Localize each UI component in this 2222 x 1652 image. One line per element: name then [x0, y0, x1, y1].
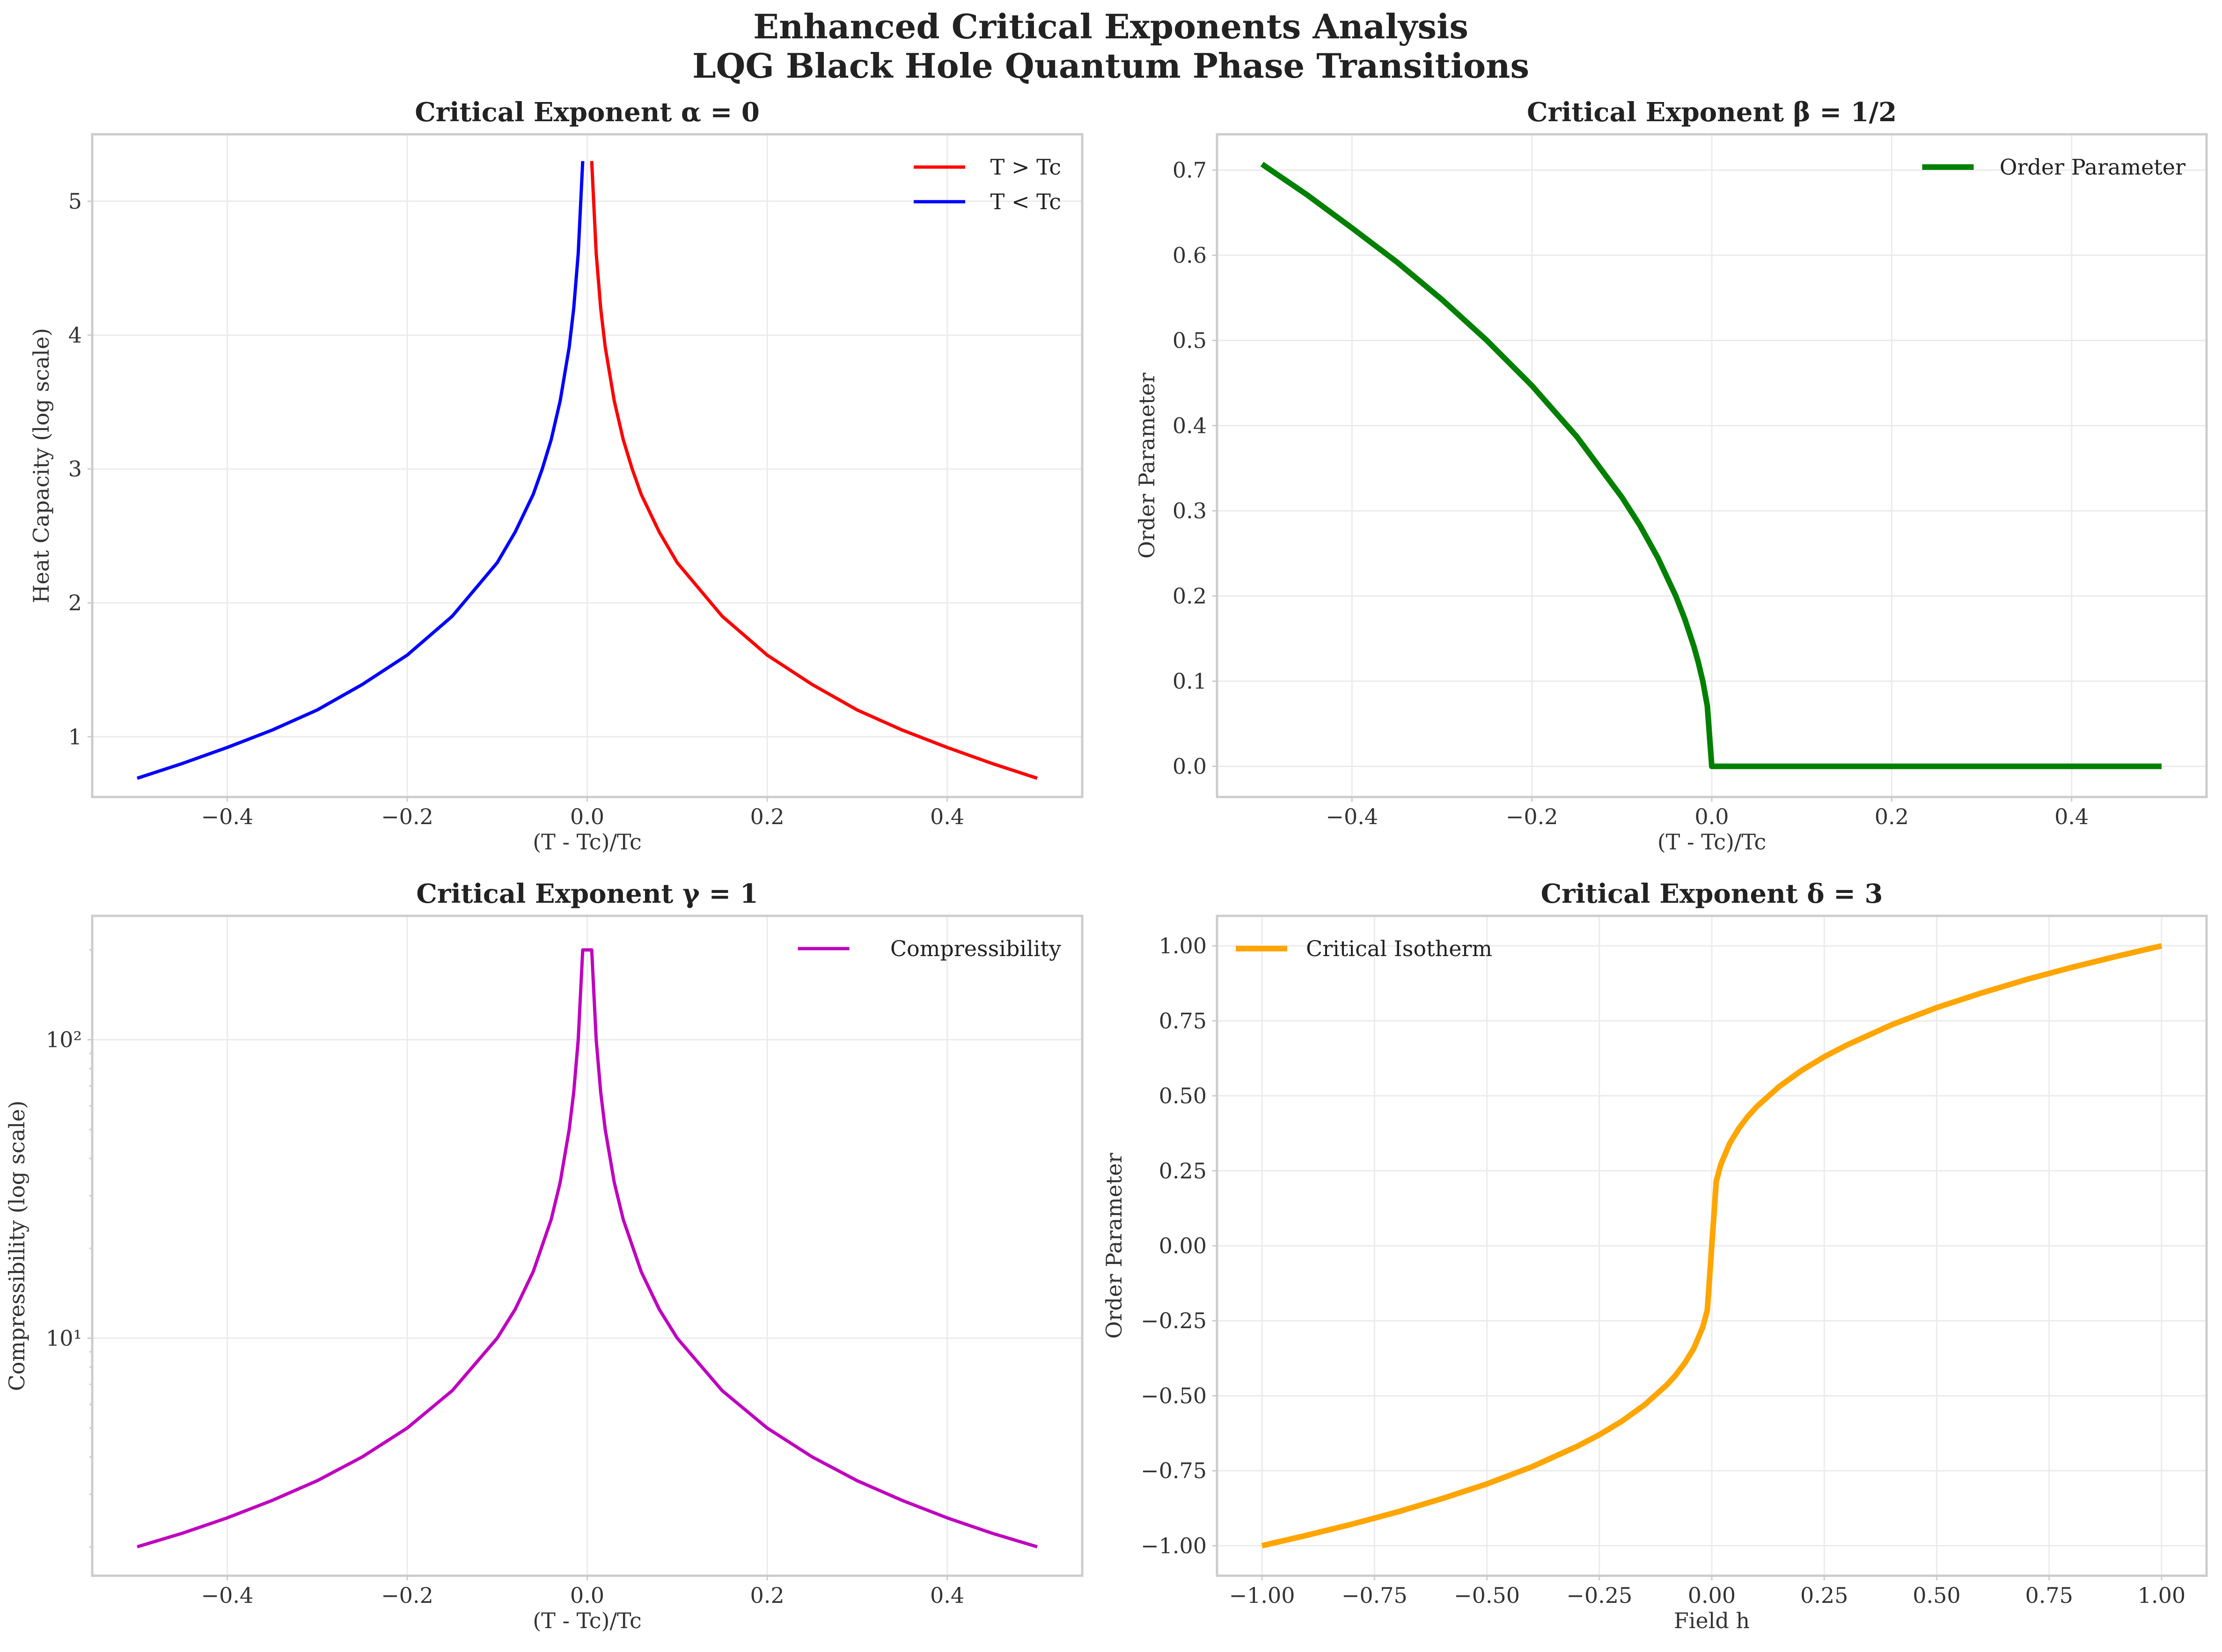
x-axis-label: (T - Tc)/Tc — [533, 829, 642, 855]
series-line-t-tc — [137, 161, 585, 780]
y-tick-label: 10² — [46, 1027, 82, 1053]
y-tick-label: 4 — [68, 322, 82, 348]
series-line-critical-isotherm — [1261, 943, 2163, 1549]
x-tick-label: −0.75 — [1342, 1583, 1408, 1608]
y-axis-label: Heat Capacity (log scale) — [29, 328, 54, 603]
x-tick-label: 0.50 — [1913, 1583, 1960, 1608]
y-tick-label: 0.00 — [1159, 1233, 1207, 1258]
x-tick-label: −0.2 — [381, 1583, 433, 1608]
y-tick-label: 0.75 — [1159, 1008, 1207, 1033]
y-tick-label: 0.5 — [1173, 328, 1207, 353]
legend-label: Compressibility — [890, 936, 1061, 961]
series-line-compressibility — [137, 948, 1038, 1549]
y-tick-label: −0.75 — [1141, 1458, 1207, 1484]
figure-title-line-2: LQG Black Hole Quantum Phase Transitions — [692, 46, 1529, 86]
x-tick-label: 0.00 — [1688, 1583, 1736, 1608]
chart-panel-2: −0.4 −0.2 0.0 0.2 0.4 0.0 0.1 0.2 0.3 0.4 0.5 0.6 0.… — [1134, 97, 2208, 855]
chart-title: Critical Exponent α = 0 — [415, 97, 760, 128]
x-tick-label: 0.75 — [2025, 1583, 2073, 1608]
x-axis-label: (T - Tc)/Tc — [1657, 829, 1767, 855]
y-tick-label: 0.50 — [1159, 1083, 1207, 1109]
figure-title-line-1: Enhanced Critical Exponents Analysis — [753, 7, 1468, 46]
y-tick-label: −1.00 — [1141, 1533, 1207, 1558]
y-tick-label: 0.6 — [1173, 242, 1207, 268]
legend-label: Order Parameter — [2000, 154, 2185, 180]
x-tick-label: 0.0 — [570, 1583, 604, 1608]
y-tick-label: 0.0 — [1173, 753, 1207, 779]
y-axis-label: Compressibility (log scale) — [4, 1101, 29, 1391]
y-tick-label: 2 — [68, 590, 82, 615]
x-tick-label: 0.25 — [1800, 1583, 1848, 1608]
y-tick-label: 10¹ — [46, 1325, 82, 1351]
x-tick-label: 0.2 — [750, 804, 784, 829]
x-tick-label: 0.2 — [750, 1583, 784, 1608]
x-tick-label: −1.00 — [1229, 1583, 1295, 1608]
x-tick-label: −0.4 — [201, 804, 254, 829]
y-axis-label: Order Parameter — [1101, 1153, 1127, 1338]
y-tick-label: 0.4 — [1173, 413, 1207, 438]
x-tick-label: 0.4 — [930, 804, 964, 829]
y-tick-label: −0.50 — [1141, 1383, 1207, 1408]
y-tick-label: 0.1 — [1173, 668, 1207, 694]
x-tick-label: 0.4 — [2054, 804, 2089, 829]
y-tick-label: −0.25 — [1141, 1308, 1207, 1333]
x-tick-label: −0.4 — [1326, 804, 1378, 829]
series-line-t-tc — [590, 161, 1038, 780]
x-tick-label: 0.2 — [1875, 804, 1909, 829]
legend-label: T > Tc — [990, 154, 1061, 180]
y-tick-label: 5 — [68, 189, 82, 214]
y-axis-label: Order Parameter — [1134, 373, 1159, 558]
x-tick-label: −0.2 — [1506, 804, 1558, 829]
chart-panel-1: −0.4 −0.2 0.0 0.2 0.4 1 2 3 4 5 Critical Exponent … — [29, 97, 1084, 855]
y-tick-label: 0.7 — [1173, 157, 1207, 183]
x-tick-label: 0.0 — [570, 804, 604, 829]
chart-panel-3: −0.4 −0.2 0.0 0.2 0.4 10¹ 10² Critical Exponent… — [4, 878, 1084, 1633]
series-line-order-parameter — [1260, 161, 2162, 769]
y-tick-label: 0.25 — [1159, 1158, 1207, 1184]
x-tick-label: 0.0 — [1694, 804, 1729, 829]
x-tick-label: −0.2 — [381, 804, 433, 829]
x-tick-label: −0.25 — [1566, 1583, 1632, 1608]
chart-title: Critical Exponent β = 1/2 — [1527, 97, 1897, 128]
y-tick-label: 3 — [68, 456, 82, 482]
y-tick-label: 0.2 — [1173, 583, 1207, 608]
chart-title: Critical Exponent γ = 1 — [416, 878, 758, 909]
chart-panels: −0.4 −0.2 0.0 0.2 0.4 1 2 3 4 5 Critical Exponent … — [4, 97, 2208, 1633]
x-tick-label: −0.50 — [1454, 1583, 1520, 1608]
x-tick-label: 0.4 — [930, 1583, 964, 1608]
x-axis-label: (T - Tc)/Tc — [533, 1608, 642, 1633]
y-tick-label: 1 — [68, 724, 82, 749]
x-tick-label: −0.4 — [201, 1583, 254, 1608]
legend-label: T < Tc — [990, 189, 1061, 214]
chart-title: Critical Exponent δ = 3 — [1541, 878, 1883, 909]
x-tick-label: 1.00 — [2138, 1583, 2185, 1608]
x-axis-label: Field h — [1674, 1608, 1750, 1633]
y-tick-label: 0.3 — [1173, 498, 1207, 523]
y-tick-label: 1.00 — [1159, 933, 1207, 958]
chart-panel-4: −1.00 −0.75 −0.50 −0.25 0.00 0.25 0.50 0.75 1.00… — [1101, 878, 2208, 1633]
legend-label: Critical Isotherm — [1306, 936, 1492, 961]
